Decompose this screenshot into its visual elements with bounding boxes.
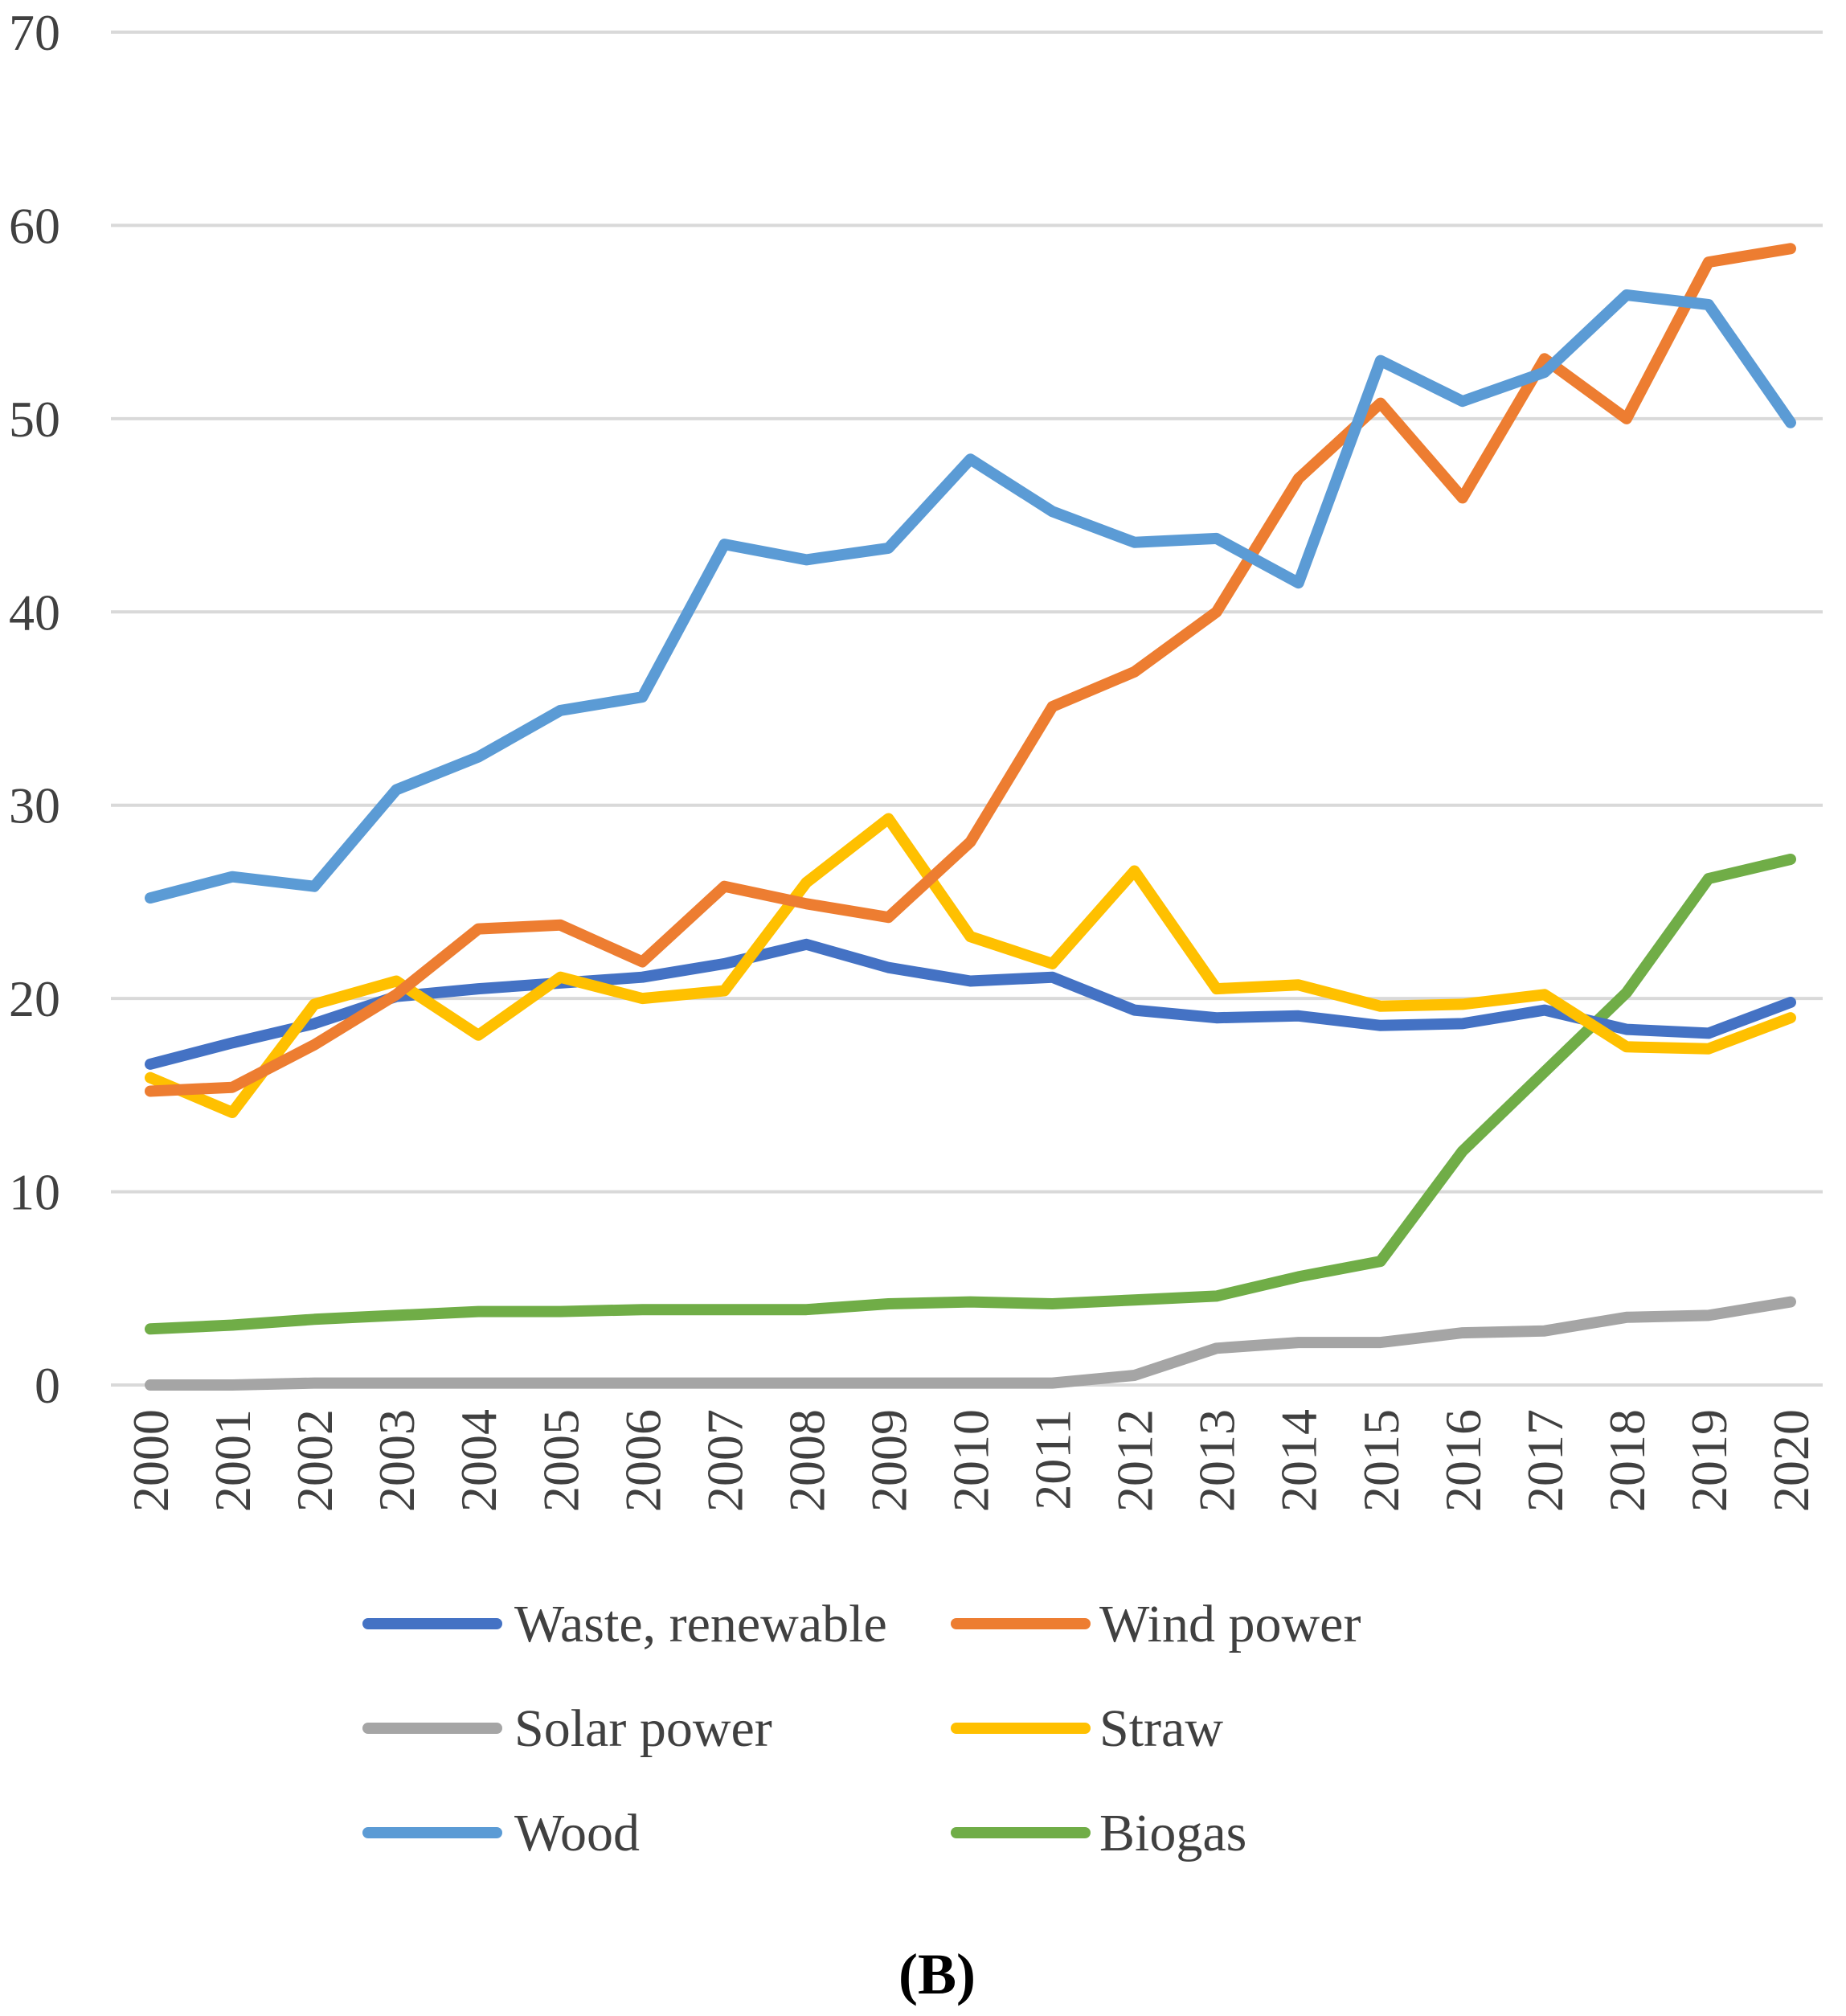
x-tick-label: 2008 xyxy=(778,1409,835,1512)
x-tick-label: 2018 xyxy=(1598,1409,1656,1512)
x-tick-label: 2009 xyxy=(860,1409,917,1512)
x-tick-label: 2013 xyxy=(1189,1409,1246,1512)
legend-label-straw: Straw xyxy=(1099,1699,1223,1758)
x-tick-label: 2000 xyxy=(122,1409,179,1512)
x-tick-label: 2017 xyxy=(1517,1409,1574,1512)
series-line-waste-renewable xyxy=(145,938,1796,1070)
x-tick-label: 2015 xyxy=(1353,1409,1410,1512)
y-tick-label: 0 xyxy=(35,1357,60,1414)
y-tick-label: 50 xyxy=(9,391,60,448)
legend-label-waste-renewable: Waste, renewable xyxy=(514,1595,887,1653)
x-tick-label: 2020 xyxy=(1762,1409,1819,1512)
panel-label: (B) xyxy=(898,1942,976,2006)
series-line-biogas xyxy=(145,854,1796,1335)
x-tick-label: 2014 xyxy=(1271,1409,1328,1512)
x-tick-label: 2019 xyxy=(1680,1409,1738,1512)
legend-label-solar-power: Solar power xyxy=(514,1699,772,1758)
y-tick-label: 20 xyxy=(9,970,60,1027)
series-line-straw xyxy=(145,813,1796,1118)
series-line-solar-power xyxy=(145,1296,1796,1391)
y-tick-label: 70 xyxy=(9,4,60,61)
x-tick-label: 2001 xyxy=(204,1409,261,1512)
x-tick-label: 2004 xyxy=(450,1409,507,1512)
x-axis-ticks: 2000 2001 2002 2003 2004 2005 2006 2007 2008 2009… xyxy=(122,1409,1819,1512)
x-tick-label: 2010 xyxy=(943,1409,1000,1512)
x-tick-label: 2016 xyxy=(1435,1409,1492,1512)
legend-label-wind-power: Wind power xyxy=(1099,1595,1361,1653)
legend-label-biogas: Biogas xyxy=(1099,1804,1246,1862)
x-tick-label: 2005 xyxy=(532,1409,589,1512)
y-tick-label: 10 xyxy=(9,1164,60,1221)
legend: Waste, renewable Wind power Solar power Str… xyxy=(362,1595,1361,1862)
y-tick-label: 60 xyxy=(9,197,60,254)
x-tick-label: 2003 xyxy=(368,1409,425,1512)
y-axis-ticks: 0 10 20 30 40 50 60 70 xyxy=(9,4,60,1414)
legend-label-wood: Wood xyxy=(514,1804,640,1862)
x-tick-label: 2011 xyxy=(1025,1409,1082,1510)
series-line-wood xyxy=(145,289,1796,904)
gridlines xyxy=(111,31,1823,1387)
y-tick-label: 30 xyxy=(9,777,60,834)
x-tick-label: 2006 xyxy=(614,1409,671,1512)
y-tick-label: 40 xyxy=(9,584,60,641)
x-tick-label: 2012 xyxy=(1107,1409,1164,1512)
x-tick-label: 2002 xyxy=(286,1409,343,1512)
series-lines xyxy=(145,243,1796,1391)
x-tick-label: 2007 xyxy=(696,1409,753,1512)
series-line-wind-power xyxy=(145,243,1796,1097)
